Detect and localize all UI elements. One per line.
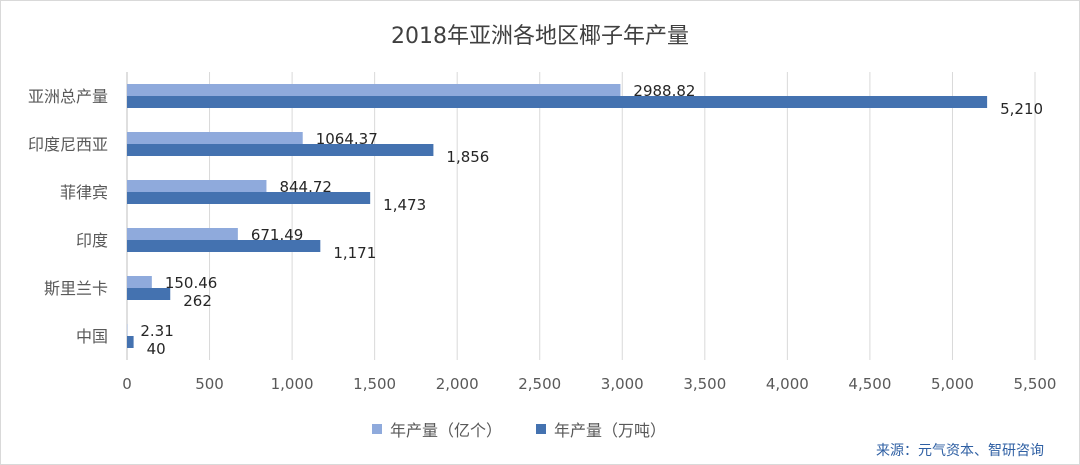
bar-series-2	[127, 288, 171, 300]
x-tick-label: 1,000	[271, 375, 314, 393]
bar-series-2	[127, 240, 321, 252]
data-label: 1,473	[383, 196, 426, 214]
x-tick-label: 5,000	[931, 375, 974, 393]
x-tick-label: 2,500	[518, 375, 561, 393]
data-label: 40	[147, 340, 166, 358]
bar-series-2	[127, 192, 371, 204]
data-label: 1,171	[333, 244, 376, 262]
legend-label-series-1: 年产量（亿个）	[390, 421, 503, 440]
category-label: 斯里兰卡	[44, 279, 108, 298]
chart-legend: 年产量（亿个） 年产量（万吨）	[372, 417, 700, 441]
category-label: 亚洲总产量	[28, 87, 108, 106]
data-label: 671.49	[251, 226, 303, 244]
x-tick-label: 2,000	[436, 375, 479, 393]
data-label: 2.31	[140, 322, 173, 340]
chart-title: 2018年亚洲各地区椰子年产量	[391, 24, 689, 49]
data-label: 150.46	[165, 274, 218, 292]
category-label: 印度尼西亚	[28, 135, 108, 154]
x-tick-label: 4,500	[848, 375, 891, 393]
x-tick-label: 4,000	[766, 375, 809, 393]
category-label: 菲律宾	[60, 183, 108, 202]
data-label: 1064.37	[316, 130, 378, 148]
data-label: 844.72	[279, 178, 332, 196]
bar-series-2	[127, 96, 988, 108]
x-tick-label: 5,500	[1014, 375, 1057, 393]
bar-series-1	[127, 180, 267, 192]
x-tick-label: 0	[122, 375, 132, 393]
bar-series-1	[127, 276, 152, 288]
data-label: 2988.82	[633, 82, 695, 100]
bar-series-1	[127, 84, 621, 96]
data-label: 5,210	[1000, 100, 1043, 118]
bar-series-2	[127, 336, 134, 348]
x-tick-label: 3,000	[601, 375, 644, 393]
category-label: 中国	[76, 327, 108, 346]
source-note: 来源：元气资本、智研咨询	[876, 443, 1044, 459]
data-label: 1,856	[446, 148, 489, 166]
bar-series-1	[127, 228, 238, 240]
category-label: 印度	[76, 231, 108, 250]
legend-item-series-2: 年产量（万吨）	[536, 417, 666, 441]
legend-swatch-series-2	[536, 424, 547, 434]
legend-item-series-1: 年产量（亿个）	[372, 417, 502, 441]
data-label: 262	[183, 292, 212, 310]
bar-series-2	[127, 144, 434, 156]
legend-swatch-series-1	[372, 424, 382, 434]
x-tick-label: 1,500	[353, 375, 396, 393]
x-tick-label: 500	[195, 375, 224, 393]
legend-label-series-2: 年产量（万吨）	[554, 421, 667, 440]
x-tick-label: 3,500	[683, 375, 726, 393]
bar-series-1	[127, 132, 303, 144]
